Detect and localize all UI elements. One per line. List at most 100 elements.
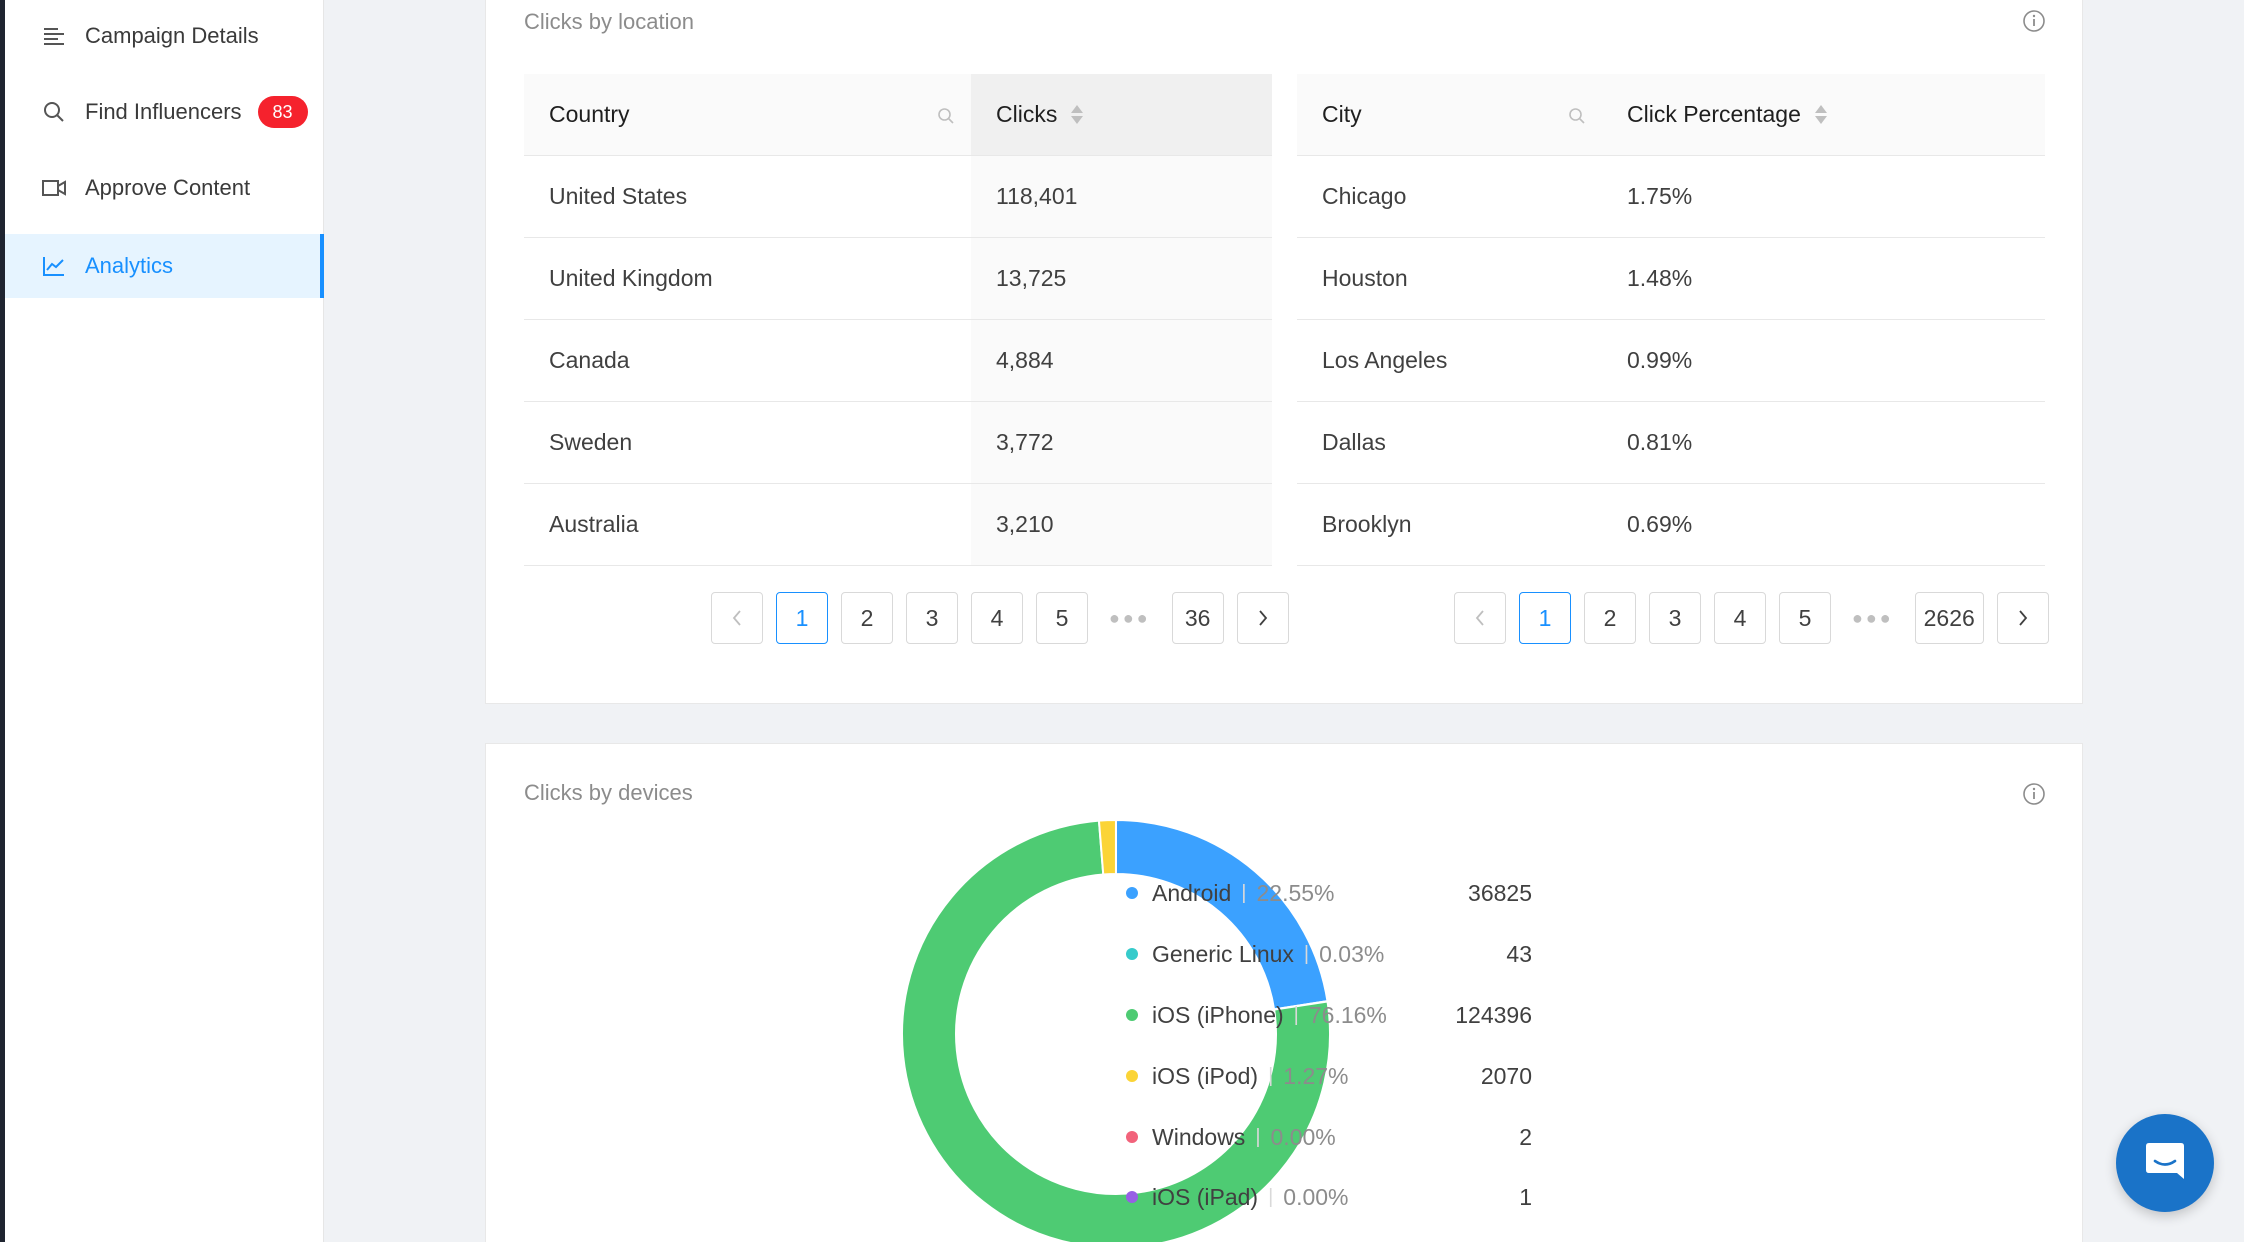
table-row: United Kingdom 13,725 <box>524 238 1272 320</box>
legend-name: iOS (iPhone) <box>1152 1001 1284 1028</box>
percentage-cell: 1.75% <box>1627 183 1693 209</box>
table-row: Los Angeles 0.99% <box>1297 320 2045 402</box>
video-icon <box>41 175 67 201</box>
legend-item[interactable]: iOS (iPod) | 1.27% 2070 <box>1126 1059 1546 1093</box>
jump-next-ellipsis[interactable]: ●●● <box>1101 592 1159 644</box>
legend-dot <box>1126 887 1138 899</box>
country-table: Country Clicks United States 118,401 Uni… <box>524 74 1272 566</box>
search-icon <box>41 99 67 125</box>
sort-icon[interactable] <box>1814 105 1827 124</box>
page-button-4[interactable]: 4 <box>971 592 1023 644</box>
legend-separator: | <box>1255 1125 1261 1148</box>
legend-item[interactable]: iOS (iPad) | 0.00% 1 <box>1126 1180 1546 1214</box>
prev-page-button[interactable] <box>1454 592 1506 644</box>
legend-separator: | <box>1268 1185 1274 1208</box>
city-cell: Los Angeles <box>1322 347 1448 373</box>
next-page-button[interactable] <box>1996 592 2049 644</box>
legend-name: Windows <box>1152 1123 1246 1150</box>
clicks-by-location-card: Clicks by location Country Clicks United… <box>485 0 2083 704</box>
page-button-5[interactable]: 5 <box>1779 592 1831 644</box>
sidebar-item-label: Approve Content <box>85 175 251 200</box>
country-cell: United Kingdom <box>549 265 713 291</box>
menu-lines-icon <box>41 23 67 49</box>
column-label: Clicks <box>996 101 1058 127</box>
page-button-last[interactable]: 36 <box>1171 592 1224 644</box>
page-button-2[interactable]: 2 <box>1584 592 1636 644</box>
sidebar-item-label: Find Influencers <box>85 99 242 124</box>
percentage-cell: 0.81% <box>1627 429 1693 455</box>
city-cell: Dallas <box>1322 429 1386 455</box>
table-header: City Click Percentage <box>1297 74 2045 156</box>
city-cell: Chicago <box>1322 183 1407 209</box>
legend-item[interactable]: Generic Linux | 0.03% 43 <box>1126 937 1546 971</box>
table-row: United States 118,401 <box>524 156 1272 238</box>
info-icon[interactable] <box>2022 782 2046 806</box>
page-button-3[interactable]: 3 <box>906 592 958 644</box>
prev-page-button[interactable] <box>711 592 763 644</box>
sidebar: Campaign Details Find Influencers 83 App… <box>0 0 324 1242</box>
page-button-3[interactable]: 3 <box>1649 592 1701 644</box>
legend-value: 2 <box>1519 1123 1532 1150</box>
legend-name: iOS (iPod) <box>1152 1062 1259 1089</box>
city-column-header[interactable]: City <box>1297 74 1602 155</box>
info-icon[interactable] <box>2022 9 2046 33</box>
legend-dot <box>1126 1131 1138 1143</box>
page-button-5[interactable]: 5 <box>1036 592 1088 644</box>
column-label: Country <box>549 101 630 127</box>
legend-value: 2070 <box>1480 1062 1532 1089</box>
sidebar-item-campaign-details[interactable]: Campaign Details <box>5 4 323 68</box>
search-icon[interactable] <box>937 104 955 131</box>
legend-dot <box>1126 1009 1138 1021</box>
legend-item[interactable]: iOS (iPhone) | 76.16% 124396 <box>1126 998 1546 1032</box>
legend-dot <box>1126 948 1138 960</box>
sidebar-item-approve-content[interactable]: Approve Content <box>5 156 323 220</box>
sidebar-item-analytics[interactable]: Analytics <box>5 234 324 298</box>
legend-dot <box>1126 1070 1138 1082</box>
legend-item[interactable]: Windows | 0.00% 2 <box>1126 1120 1546 1154</box>
legend-value: 1 <box>1519 1183 1532 1210</box>
country-column-header[interactable]: Country <box>524 74 971 155</box>
chat-icon <box>2143 1139 2187 1188</box>
page-button-1[interactable]: 1 <box>776 592 828 644</box>
clicks-cell: 118,401 <box>971 156 1272 237</box>
table-row: Brooklyn 0.69% <box>1297 484 2045 566</box>
legend-percent: 1.27% <box>1283 1062 1349 1089</box>
legend-separator: | <box>1241 881 1247 904</box>
legend-percent: 76.16% <box>1308 1001 1387 1028</box>
clicks-column-header[interactable]: Clicks <box>971 74 1272 155</box>
search-icon[interactable] <box>1568 104 1586 131</box>
table-row: Chicago 1.75% <box>1297 156 2045 238</box>
donut-slice-android[interactable] <box>1115 818 1329 1011</box>
legend-separator: | <box>1293 1003 1299 1026</box>
legend-value: 36825 <box>1468 879 1532 906</box>
legend-value: 124396 <box>1455 1001 1532 1028</box>
chevron-right-icon <box>1258 610 1267 626</box>
clicks-cell: 13,725 <box>971 238 1272 319</box>
sidebar-item-find-influencers[interactable]: Find Influencers 83 <box>5 80 323 144</box>
column-label: City <box>1322 101 1362 127</box>
chat-launcher-button[interactable] <box>2116 1114 2214 1212</box>
city-pagination: 1 2 3 4 5 ●●● 2626 <box>1454 592 2049 644</box>
legend-name: Generic Linux <box>1152 940 1294 967</box>
country-cell: United States <box>549 183 688 209</box>
jump-next-ellipsis[interactable]: ●●● <box>1844 592 1902 644</box>
card-title: Clicks by devices <box>524 780 693 805</box>
page-button-last[interactable]: 2626 <box>1914 592 1984 644</box>
page-button-1[interactable]: 1 <box>1519 592 1571 644</box>
country-pagination: 1 2 3 4 5 ●●● 36 <box>711 592 1289 644</box>
legend-percent: 0.03% <box>1319 940 1385 967</box>
chevron-right-icon <box>2019 610 2027 626</box>
sort-icon[interactable] <box>1071 105 1084 124</box>
clicks-cell: 4,884 <box>971 320 1272 401</box>
percentage-cell: 0.99% <box>1627 347 1693 373</box>
next-page-button[interactable] <box>1236 592 1289 644</box>
clicks-by-devices-card: Clicks by devices <box>485 743 2083 1242</box>
city-table: City Click Percentage Chicago 1.75% Hous… <box>1297 74 2045 566</box>
page-button-2[interactable]: 2 <box>841 592 893 644</box>
card-title: Clicks by location <box>524 9 694 34</box>
page-button-4[interactable]: 4 <box>1714 592 1766 644</box>
legend-item[interactable]: Android | 22.55% 36825 <box>1126 876 1546 910</box>
click-percentage-column-header[interactable]: Click Percentage <box>1602 74 2045 155</box>
table-row: Canada 4,884 <box>524 320 1272 402</box>
chevron-left-icon <box>1475 610 1484 626</box>
